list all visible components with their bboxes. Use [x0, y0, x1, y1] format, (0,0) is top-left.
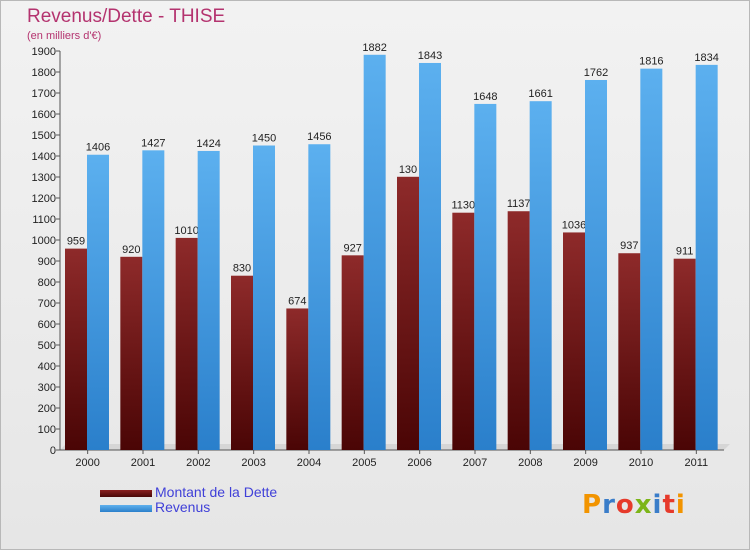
bar-revenus: [585, 79, 607, 450]
data-label-dette: 1130: [452, 200, 476, 212]
logo-letter: t: [662, 490, 676, 520]
data-label-revenus: 1816: [639, 56, 663, 68]
x-tick-label: 2006: [407, 457, 431, 469]
data-label-dette: 927: [343, 242, 361, 254]
bar-revenus: [253, 145, 275, 450]
y-tick-label: 600: [38, 319, 56, 331]
data-label-revenus: 1762: [584, 67, 608, 79]
y-tick-label: 1400: [32, 151, 56, 163]
bar-dette: [563, 232, 585, 450]
bar-dette: [397, 176, 419, 451]
bar-revenus: [197, 150, 220, 450]
data-label-revenus: 1661: [528, 88, 552, 100]
bar-revenus: [474, 103, 497, 451]
y-tick-label: 1700: [32, 88, 56, 100]
y-tick-label: 100: [38, 424, 56, 436]
data-label-revenus: 1843: [418, 50, 442, 62]
x-tick-label: 2007: [463, 457, 487, 469]
data-label-dette: 937: [620, 240, 638, 252]
x-tick-label: 2000: [75, 457, 99, 469]
data-label-revenus: 1450: [252, 133, 276, 145]
logo-letter: o: [615, 490, 635, 520]
data-label-dette: 674: [288, 295, 306, 307]
data-label-dette: 130: [399, 164, 417, 176]
x-tick-label: 2004: [297, 457, 321, 469]
y-tick-label: 1900: [32, 46, 56, 58]
legend-label-dette: Montant de la Dette: [155, 484, 278, 500]
bar-dette: [341, 255, 364, 450]
y-tick-label: 1200: [32, 193, 56, 205]
x-tick-label: 2005: [352, 457, 376, 469]
bar-revenus: [87, 154, 109, 451]
data-label-dette: 959: [67, 236, 85, 248]
data-label-revenus: 1456: [307, 131, 331, 143]
data-label-revenus: 1648: [473, 91, 497, 103]
data-label-revenus: 1424: [196, 138, 220, 150]
x-tick-label: 2003: [241, 457, 265, 469]
bar-dette: [618, 253, 641, 450]
data-label-dette: 1137: [507, 198, 531, 210]
data-label-revenus: 1834: [694, 52, 718, 64]
bar-revenus: [695, 64, 718, 451]
y-tick-label: 300: [38, 382, 56, 394]
logo-letter: x: [634, 490, 653, 520]
legend-swatch-dette: [100, 490, 152, 497]
bar-dette: [673, 258, 696, 450]
x-tick-label: 2010: [629, 457, 653, 469]
y-tick-label: 1100: [32, 214, 56, 226]
bar-dette: [452, 212, 475, 450]
data-label-revenus: 1882: [362, 42, 386, 54]
bar-revenus: [419, 62, 441, 450]
logo-letter: r: [602, 490, 616, 520]
chart-title: Revenus/Dette - THISE: [27, 6, 226, 27]
y-tick-label: 400: [38, 361, 56, 373]
logo-letter: P: [582, 490, 603, 520]
y-tick-label: 700: [38, 298, 56, 310]
bar-dette: [65, 248, 87, 450]
data-label-dette: 911: [676, 246, 694, 258]
data-label-dette: 920: [122, 244, 140, 256]
x-tick-label: 2001: [131, 457, 155, 469]
x-tick-label: 2009: [573, 457, 597, 469]
y-tick-label: 500: [38, 340, 56, 352]
bar-dette: [231, 275, 253, 450]
chart-floor: [60, 444, 730, 450]
legend-swatch-revenus: [100, 505, 152, 512]
logo-letter: i: [675, 490, 686, 520]
bar-revenus: [640, 68, 663, 450]
bar-dette: [120, 256, 143, 450]
data-label-revenus: 1427: [141, 137, 165, 149]
y-tick-label: 200: [38, 403, 56, 415]
bar-revenus: [308, 144, 331, 451]
chart-subtitle: (en milliers d'€): [27, 30, 102, 42]
bar-dette: [175, 237, 198, 450]
y-tick-label: 0: [50, 445, 56, 457]
y-tick-label: 800: [38, 277, 56, 289]
data-label-revenus: 1406: [86, 142, 110, 154]
bar-dette: [507, 211, 530, 450]
bar-revenus: [363, 54, 386, 450]
bar-revenus: [529, 101, 552, 450]
y-tick-label: 1300: [32, 172, 56, 184]
proxiti-logo: Proxiti: [582, 490, 686, 520]
logo-letter: i: [652, 490, 663, 520]
x-tick-label: 2002: [186, 457, 210, 469]
data-label-dette: 1010: [174, 225, 198, 237]
data-label-dette: 830: [233, 263, 251, 275]
data-label-dette: 1036: [562, 219, 586, 231]
y-tick-label: 1800: [32, 67, 56, 79]
legend-label-revenus: Revenus: [155, 499, 211, 515]
bar-dette: [286, 308, 309, 450]
y-tick-label: 900: [38, 256, 56, 268]
y-tick-label: 1600: [32, 109, 56, 121]
bar-revenus: [142, 150, 165, 450]
x-tick-label: 2011: [685, 457, 709, 469]
x-tick-label: 2008: [518, 457, 542, 469]
y-tick-label: 1500: [32, 130, 56, 142]
y-tick-label: 1000: [32, 235, 56, 247]
